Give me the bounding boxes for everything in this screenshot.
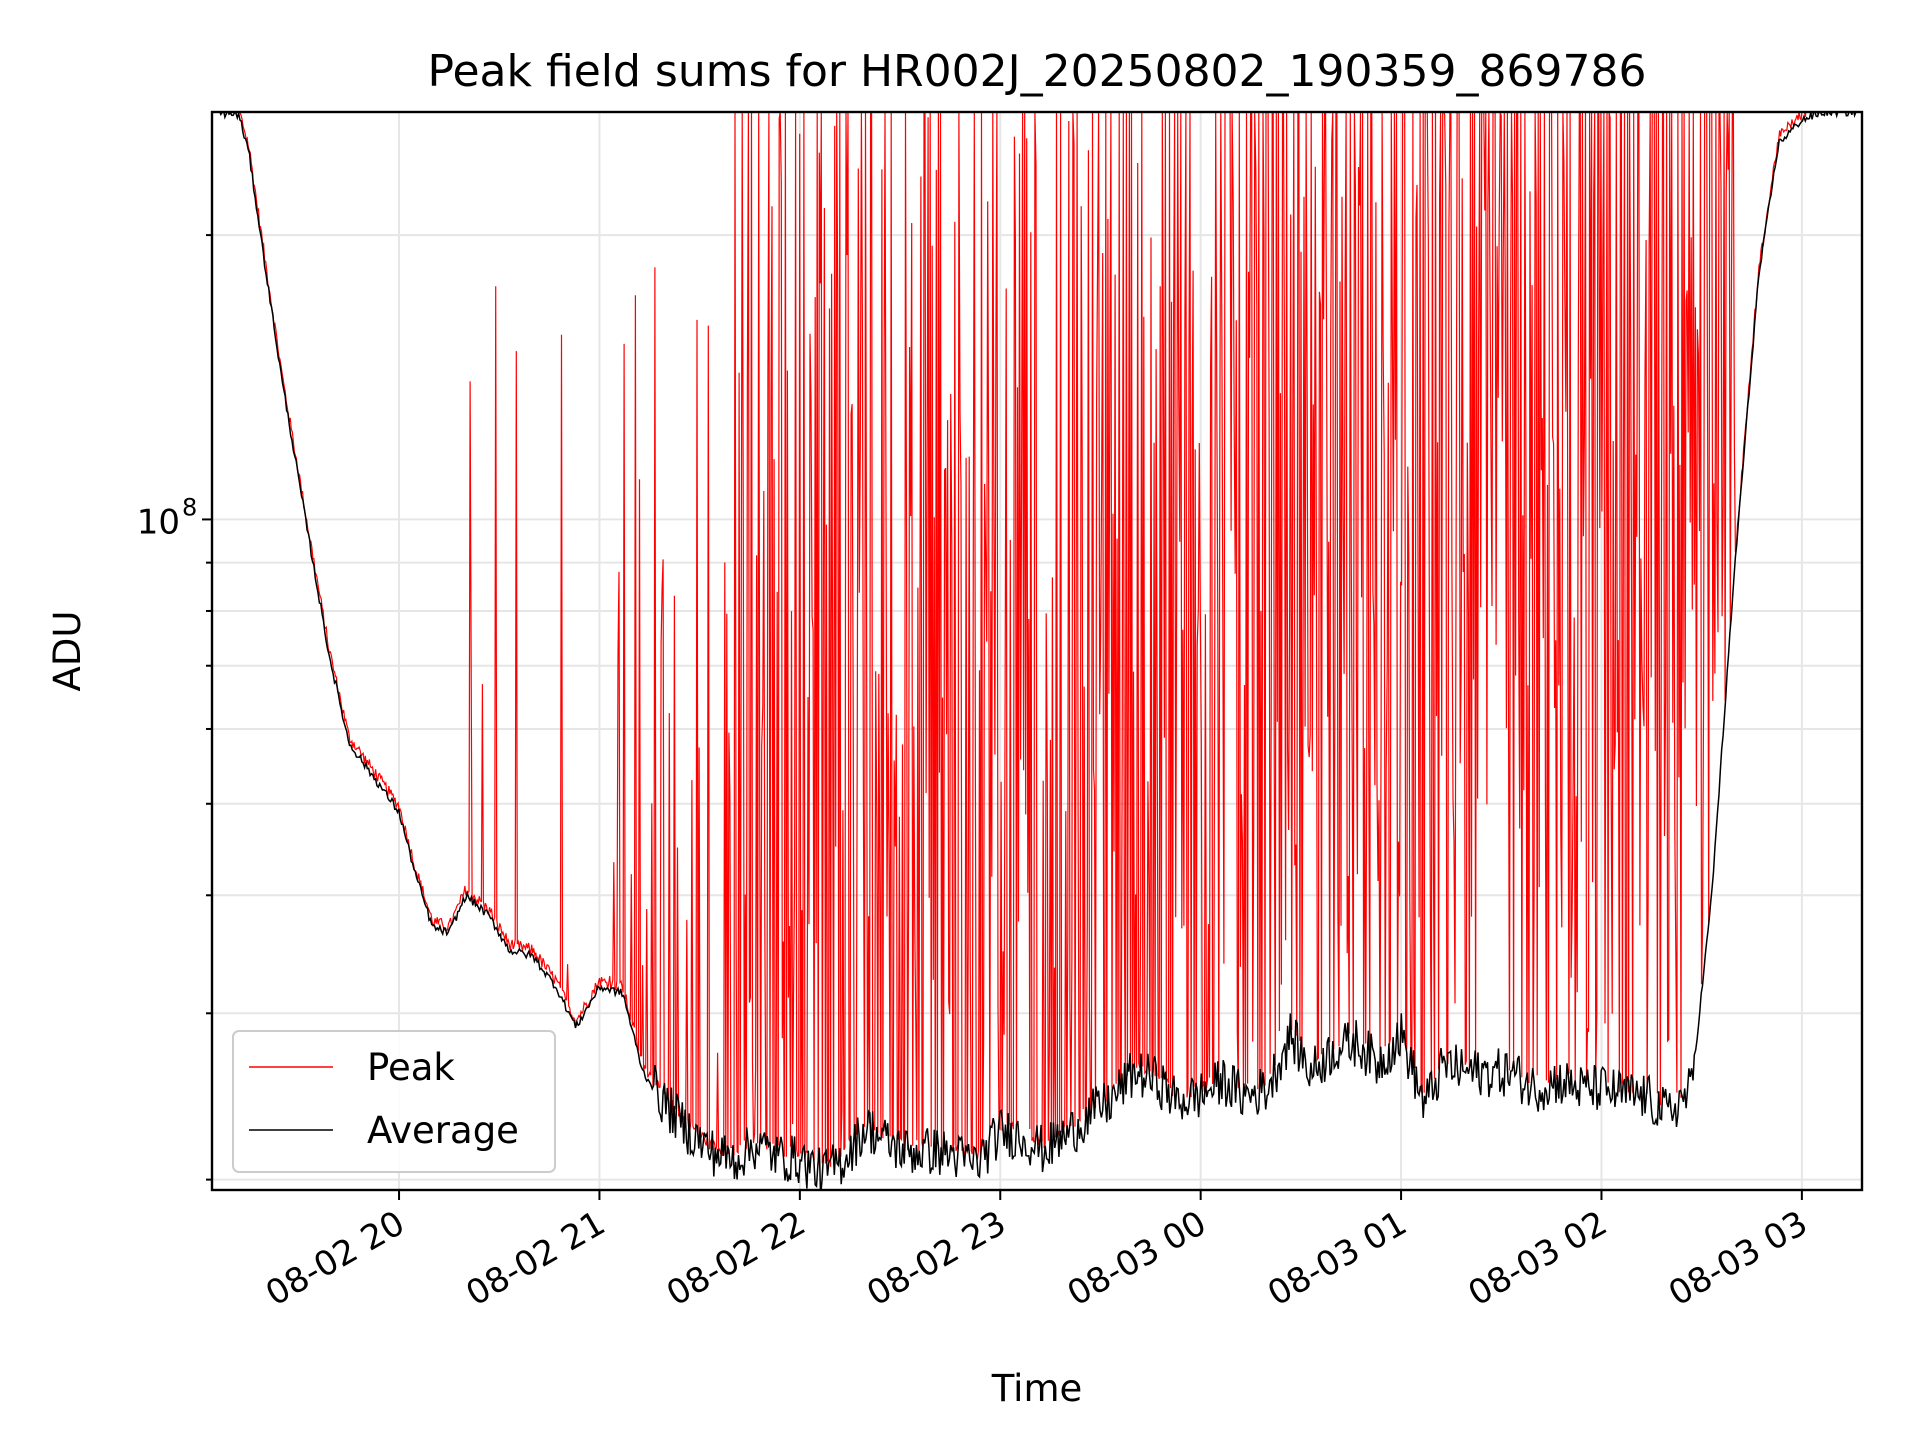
x-tick-label: 08-02 21 [460, 1203, 612, 1314]
x-tick-label: 08-03 01 [1261, 1203, 1413, 1314]
y-axis-label: ADU [46, 611, 89, 692]
plot-area [215, 112, 1858, 1190]
plot-frame [210, 110, 1864, 1192]
chart-title: Peak field sums for HR002J_20250802_1903… [428, 46, 1647, 97]
legend-peak-label: Peak [367, 1046, 455, 1089]
peak-series-line [224, 112, 1849, 1167]
x-tick-label: 08-02 20 [259, 1203, 411, 1314]
x-tick-label: 08-02 22 [660, 1203, 812, 1314]
x-tick-label: 08-03 03 [1662, 1203, 1814, 1314]
legend-average-label: Average [367, 1109, 519, 1152]
x-axis-label: Time [991, 1367, 1083, 1410]
x-tick-label: 08-02 23 [860, 1203, 1012, 1314]
average-series-line [215, 112, 1858, 1190]
series-peak [224, 112, 1849, 1167]
y-tick-exponent: 8 [182, 493, 197, 521]
x-tick-label: 08-03 02 [1462, 1203, 1614, 1314]
x-ticks: 08-02 20 08-02 21 08-02 22 08-02 23 08-03 00… [259, 1190, 1814, 1314]
series-average [215, 112, 1858, 1190]
y-tick-label: 10 [137, 502, 180, 542]
legend: Peak Average [232, 1030, 556, 1173]
y-ticks: 10 8 [137, 234, 212, 1181]
x-tick-label: 08-03 00 [1061, 1203, 1213, 1314]
